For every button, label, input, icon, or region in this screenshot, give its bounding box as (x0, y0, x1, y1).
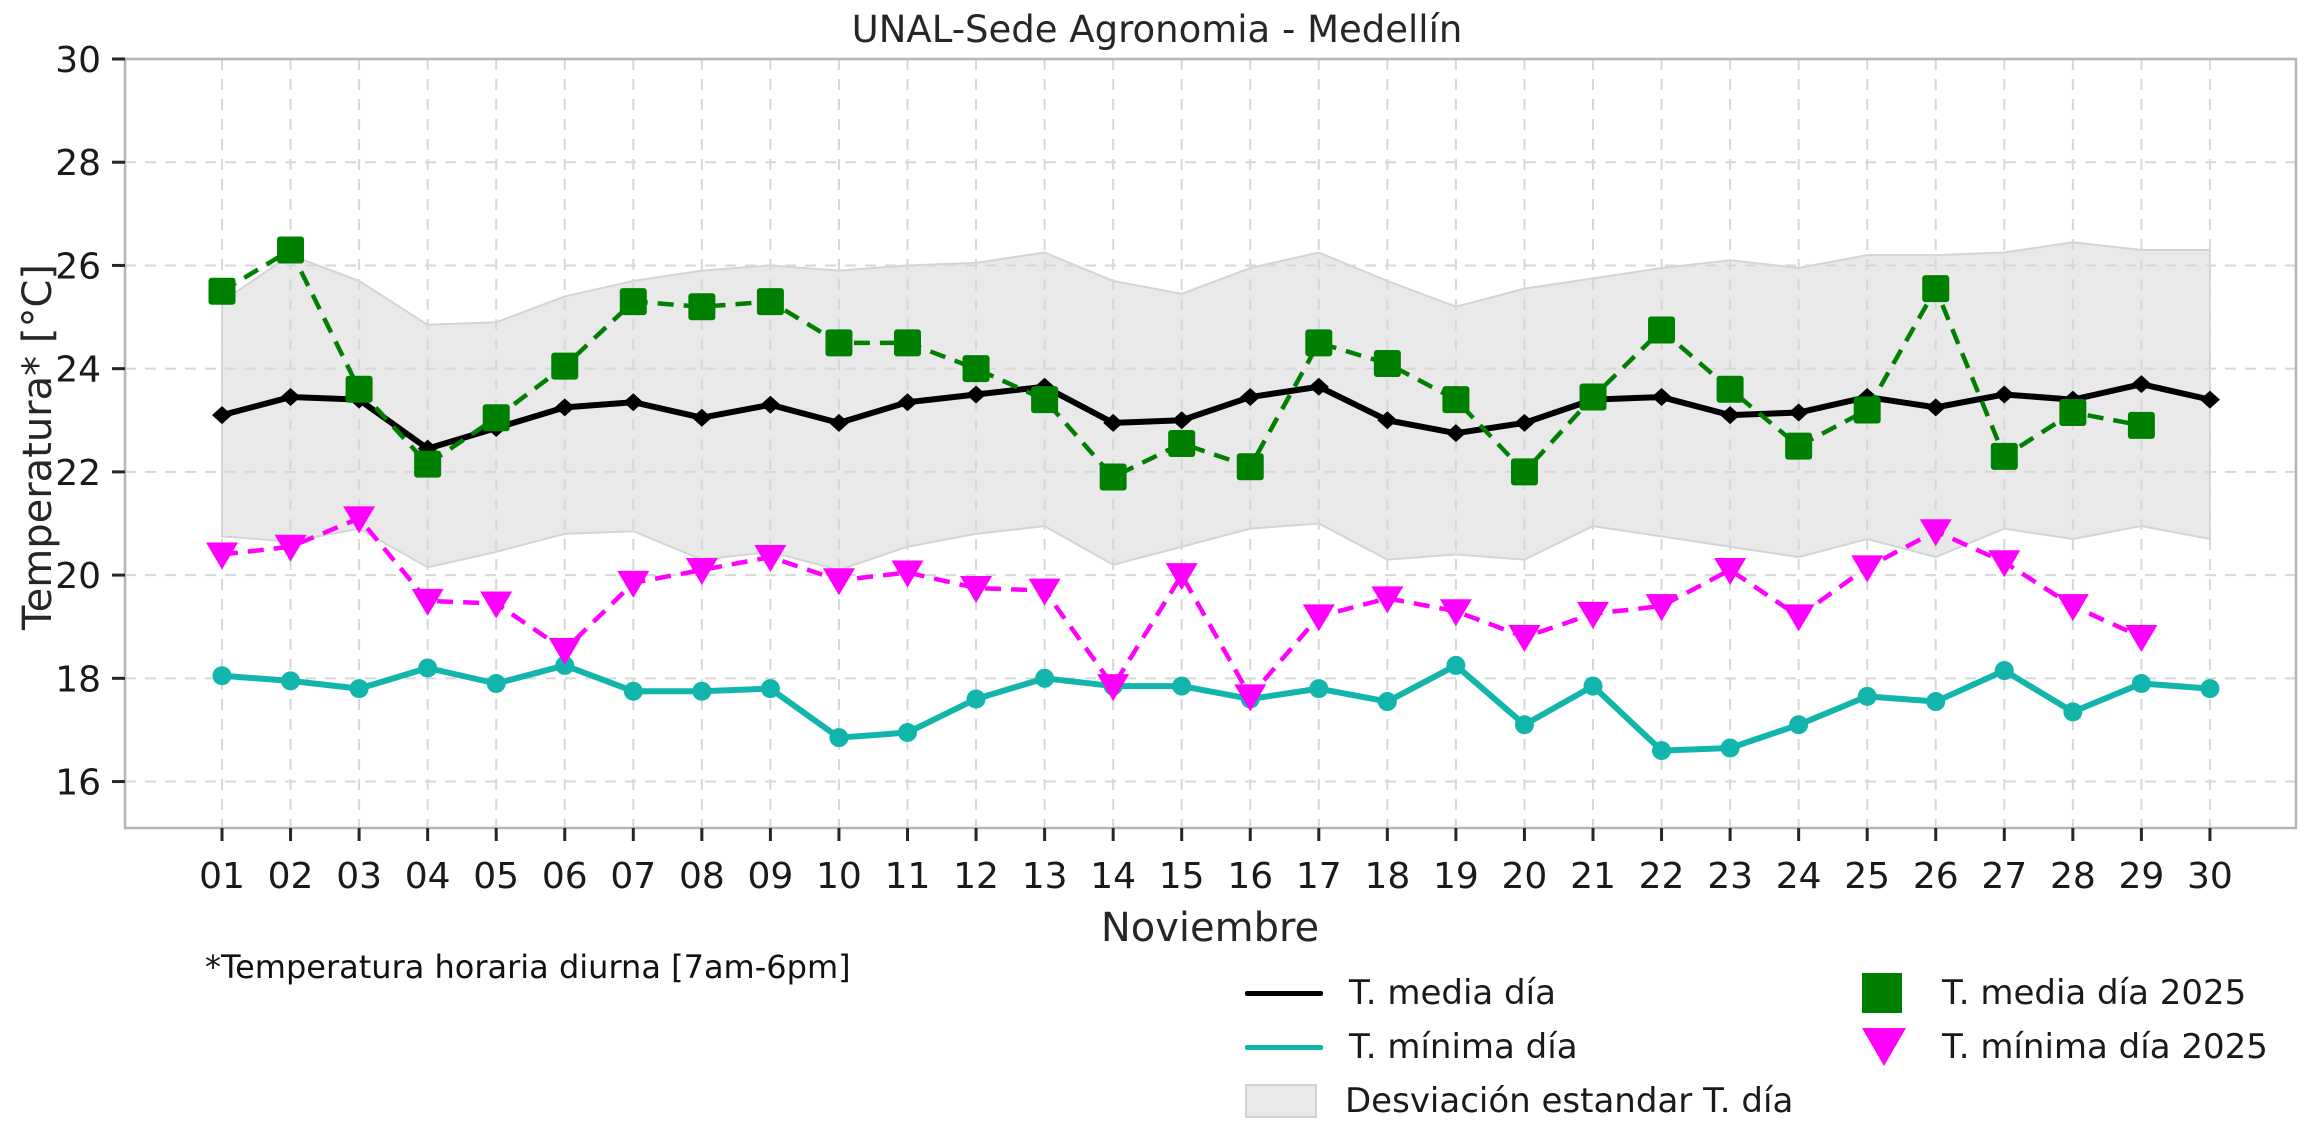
series-t-m-nima-d-a (212, 655, 2220, 761)
svg-text:15: 15 (1159, 856, 1205, 897)
legend-label: T. mínima día (1349, 1027, 1578, 1067)
legend-item-desviacion-estandar: Desviación estandar T. día (1245, 1074, 1793, 1128)
svg-text:14: 14 (1090, 856, 1136, 897)
svg-text:05: 05 (473, 856, 519, 897)
legend-label: T. media día (1349, 973, 1556, 1013)
svg-text:23: 23 (1707, 856, 1753, 897)
svg-text:25: 25 (1844, 856, 1890, 897)
legend-swatch-green-square (1862, 973, 1902, 1013)
svg-text:24: 24 (1776, 856, 1822, 897)
svg-text:22: 22 (1639, 856, 1685, 897)
svg-text:16: 16 (55, 763, 101, 804)
svg-text:26: 26 (55, 246, 101, 287)
legend-swatch-mean-line (1245, 990, 1323, 996)
svg-text:21: 21 (1570, 856, 1616, 897)
tick-labels: 16 18 20 22 24 26 28 30 01 02 03 04 05 06 07 08 09 10 11 12… (55, 40, 2233, 897)
x-axis-label: Noviembre (1100, 905, 1320, 951)
svg-text:19: 19 (1433, 856, 1479, 897)
series-t-media-d-a (212, 375, 2220, 458)
legend-label: T. media día 2025 (1942, 973, 2247, 1013)
chart-title: UNAL-Sede Agronomia - Medellín (851, 8, 1463, 51)
svg-text:30: 30 (55, 40, 101, 81)
svg-text:29: 29 (2118, 856, 2164, 897)
svg-text:06: 06 (542, 856, 588, 897)
plot-frame (123, 57, 2298, 830)
svg-text:24: 24 (55, 350, 101, 391)
legend-item-t-media-dia-2025: T. media día 2025 (1862, 966, 2268, 1020)
tick-marks (112, 57, 2212, 841)
svg-text:22: 22 (55, 453, 101, 494)
gridlines (125, 58, 2296, 828)
svg-text:04: 04 (405, 856, 451, 897)
svg-text:01: 01 (199, 856, 245, 897)
legend-item-t-minima-dia: T. mínima día (1245, 1020, 1793, 1074)
y-axis-label: Temperatura* [°C] (15, 264, 61, 631)
svg-text:11: 11 (885, 856, 931, 897)
svg-text:09: 09 (747, 856, 793, 897)
footnote: *Temperatura horaria diurna [7am-6pm] (205, 948, 851, 986)
svg-text:02: 02 (268, 856, 314, 897)
svg-text:10: 10 (816, 856, 862, 897)
legend-item-t-media-dia: T. media día (1245, 966, 1793, 1020)
svg-text:26: 26 (1913, 856, 1959, 897)
legend-item-t-minima-dia-2025: T. mínima día 2025 (1862, 1020, 2268, 1074)
legend-swatch-magenta-triangle (1862, 1028, 1906, 1066)
svg-text:27: 27 (1981, 856, 2027, 897)
svg-text:20: 20 (55, 556, 101, 597)
legend-label: T. mínima día 2025 (1942, 1027, 2268, 1067)
series-t-media-d-a-2025 (208, 236, 2155, 491)
series-t-m-nima-d-a-2025 (206, 506, 2158, 712)
svg-text:18: 18 (1364, 856, 1410, 897)
svg-text:17: 17 (1296, 856, 1342, 897)
svg-text:03: 03 (336, 856, 382, 897)
svg-text:20: 20 (1502, 856, 1548, 897)
legend-label: Desviación estandar T. día (1345, 1081, 1794, 1121)
svg-text:30: 30 (2187, 856, 2233, 897)
svg-text:07: 07 (610, 856, 656, 897)
legend-swatch-min-line (1245, 1044, 1323, 1050)
legend-column-1: T. media día T. mínima día Desviación es… (1245, 966, 1793, 1128)
svg-text:12: 12 (953, 856, 999, 897)
svg-text:08: 08 (679, 856, 725, 897)
svg-text:18: 18 (55, 659, 101, 700)
svg-text:16: 16 (1227, 856, 1273, 897)
svg-text:28: 28 (2050, 856, 2096, 897)
legend-column-2: T. media día 2025 T. mínima día 2025 (1862, 966, 2268, 1074)
svg-text:28: 28 (55, 143, 101, 184)
svg-text:13: 13 (1022, 856, 1068, 897)
legend-swatch-std-band (1245, 1084, 1317, 1118)
